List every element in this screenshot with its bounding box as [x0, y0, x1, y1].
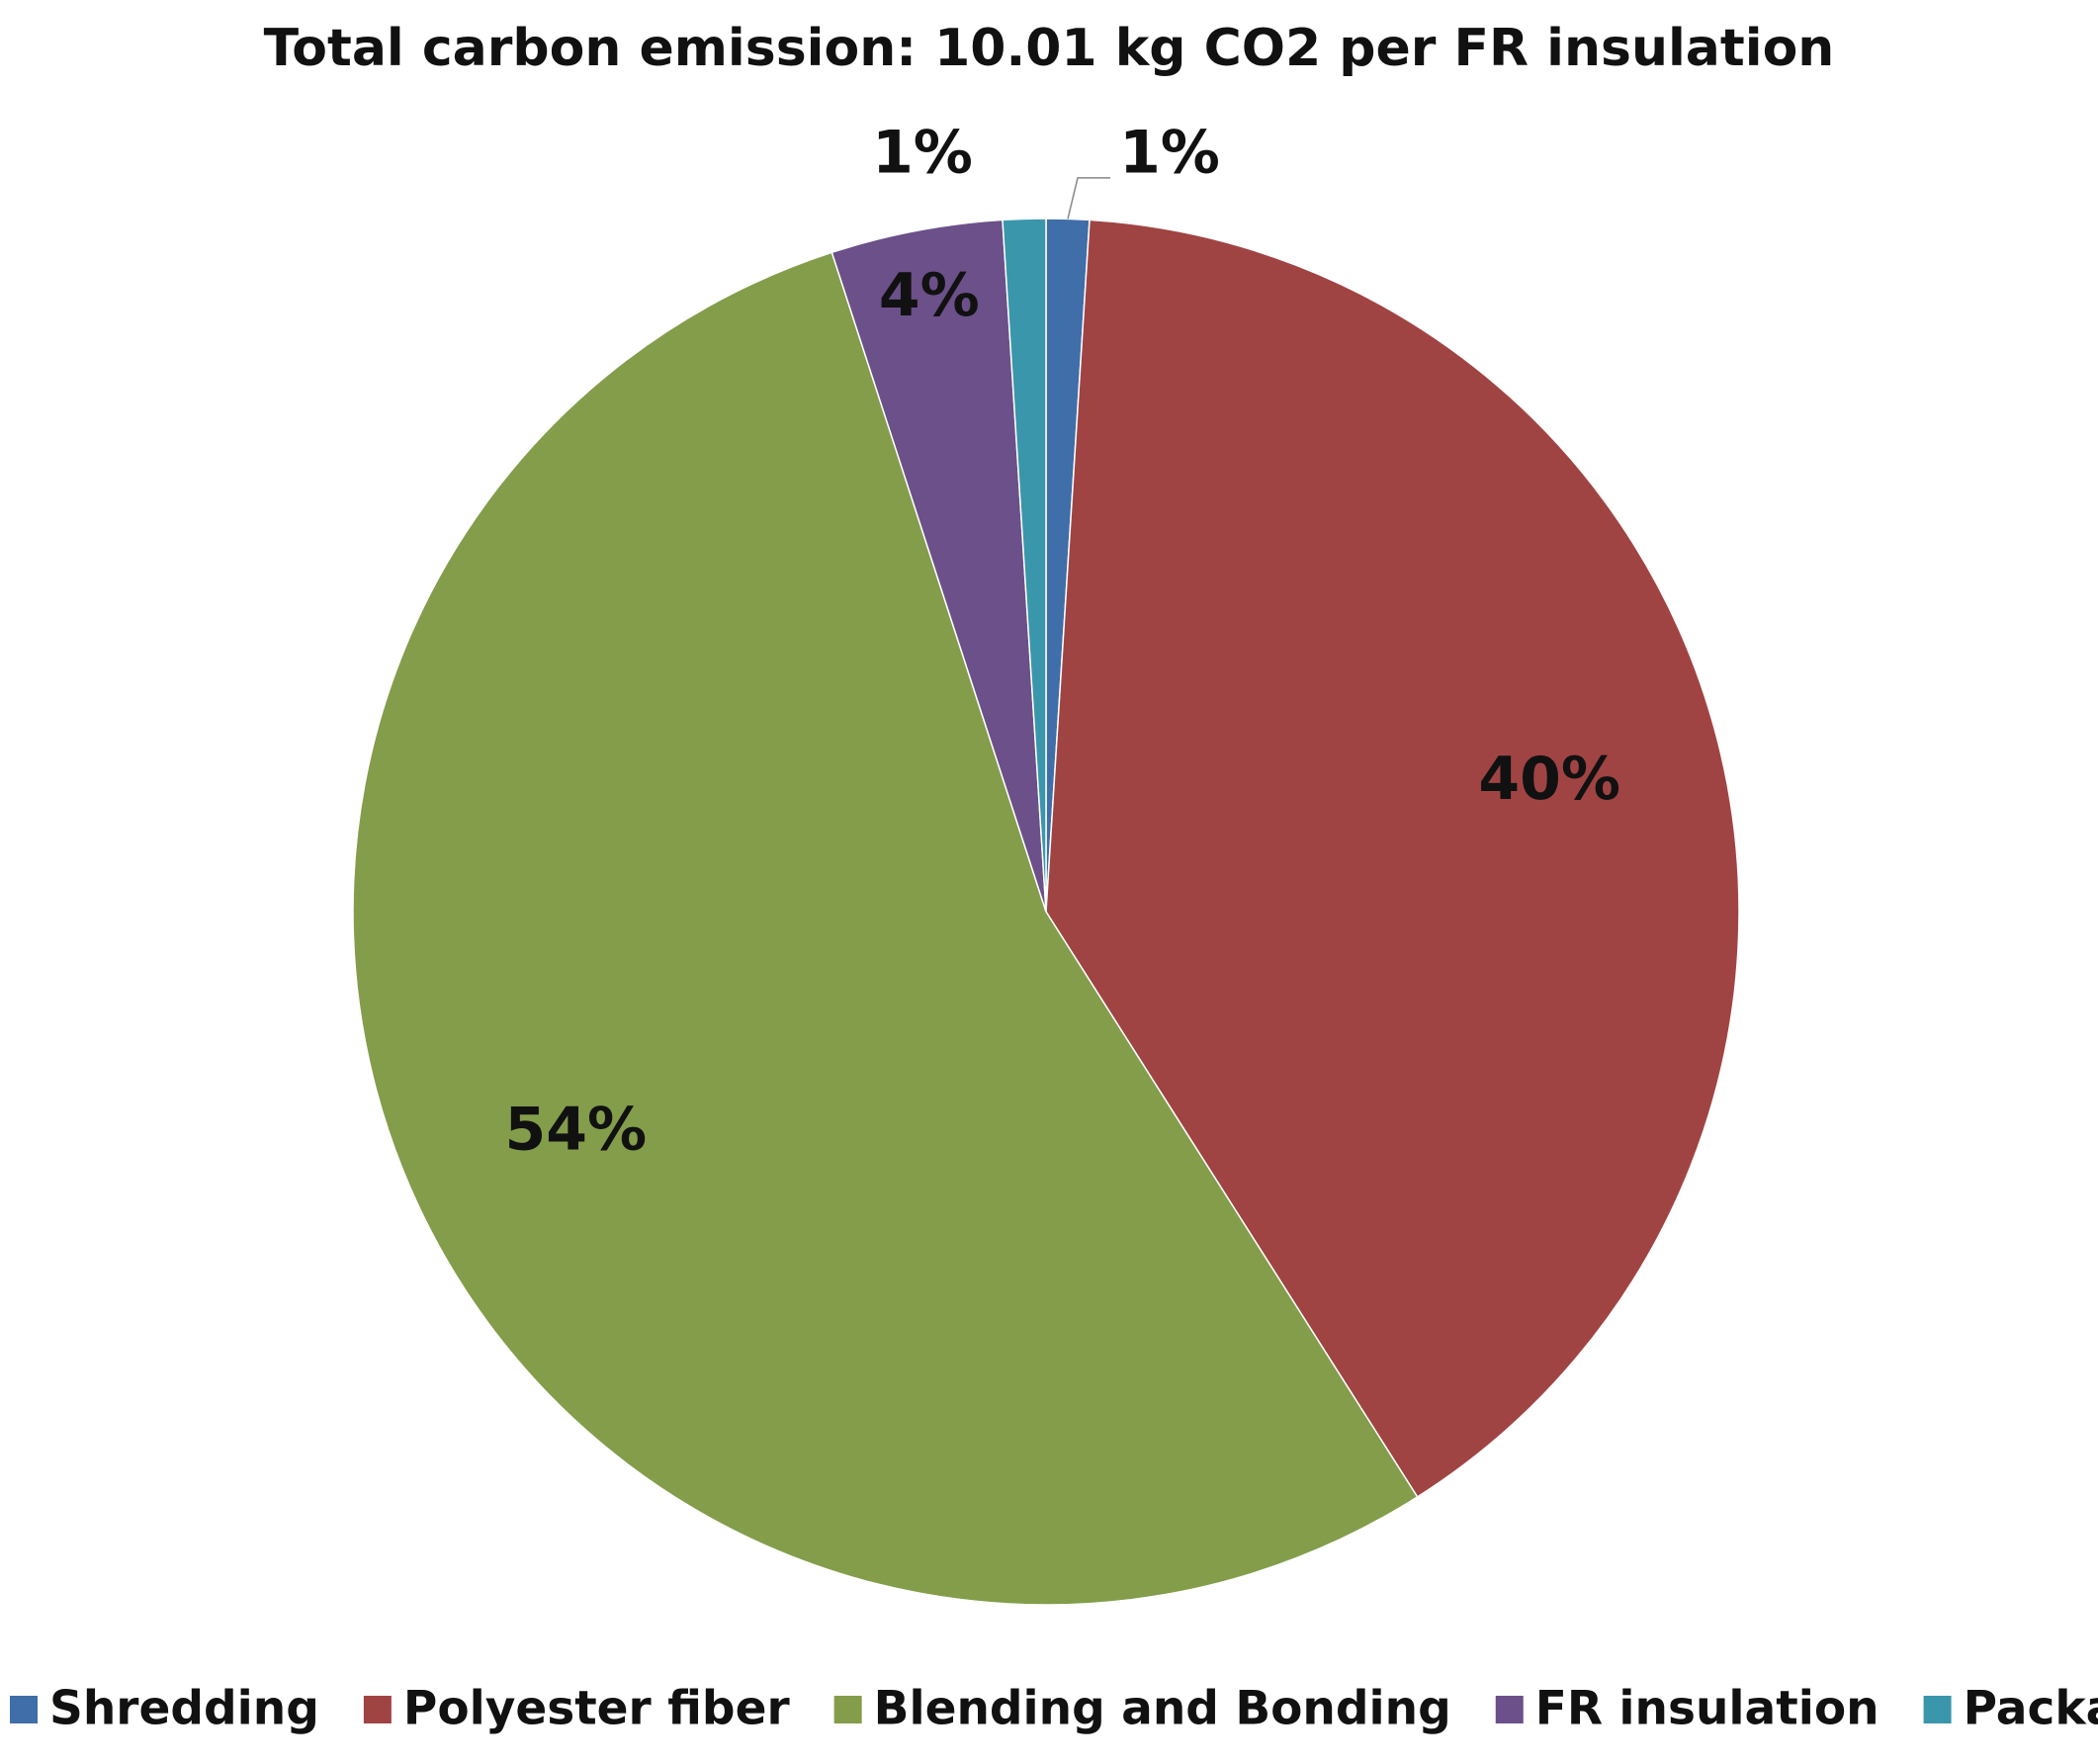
legend-label: FR insulation — [1535, 1682, 1879, 1736]
legend-swatch — [10, 1696, 38, 1723]
leader-line — [1067, 177, 1110, 220]
pie-slice — [352, 251, 1419, 1606]
data-label: 1% — [872, 119, 973, 188]
data-label: 40% — [1478, 745, 1620, 814]
legend-label: Polyester fiber — [403, 1682, 791, 1736]
data-label: 54% — [504, 1095, 647, 1164]
legend-swatch — [363, 1696, 392, 1723]
legend-label: Packaging — [1964, 1682, 2098, 1736]
pie-slice — [1045, 219, 1740, 1498]
legend-swatch — [1495, 1696, 1524, 1723]
data-label: 1% — [1119, 119, 1220, 188]
chart-title: Total carbon emission: 10.01 kg CO2 per … — [264, 19, 1835, 78]
pie-slice — [1002, 218, 1047, 913]
legend-label: Blending and Bonding — [874, 1682, 1451, 1736]
legend-swatch — [833, 1696, 862, 1723]
legend-swatch — [1923, 1696, 1952, 1723]
data-label: 4% — [879, 261, 980, 330]
legend-label: Shredding — [49, 1682, 319, 1736]
